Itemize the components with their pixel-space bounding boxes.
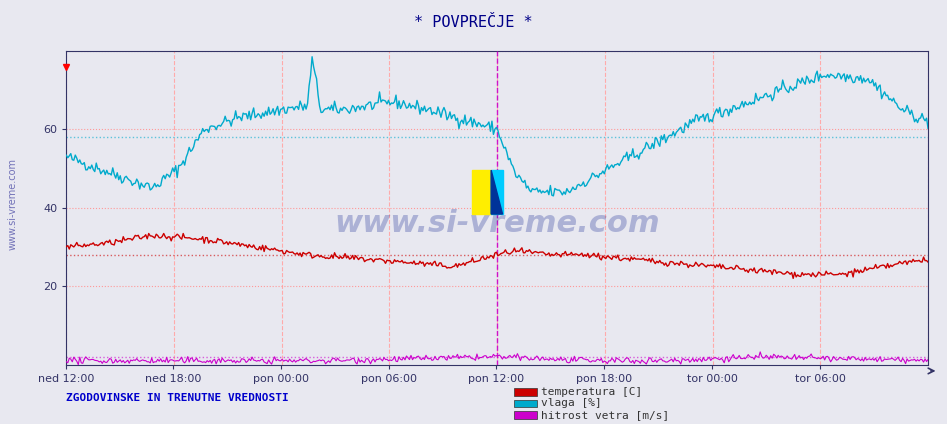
Polygon shape: [491, 170, 503, 214]
Text: www.si-vreme.com: www.si-vreme.com: [8, 158, 17, 249]
Bar: [473, 170, 491, 214]
Text: temperatura [C]: temperatura [C]: [541, 387, 642, 397]
Text: ZGODOVINSKE IN TRENUTNE VREDNOSTI: ZGODOVINSKE IN TRENUTNE VREDNOSTI: [66, 393, 289, 403]
Text: hitrost vetra [m/s]: hitrost vetra [m/s]: [541, 410, 669, 420]
Text: www.si-vreme.com: www.si-vreme.com: [334, 209, 660, 238]
Text: vlaga [%]: vlaga [%]: [541, 399, 601, 408]
Bar: [491, 170, 503, 214]
Text: * POVPREČJE *: * POVPREČJE *: [414, 15, 533, 30]
